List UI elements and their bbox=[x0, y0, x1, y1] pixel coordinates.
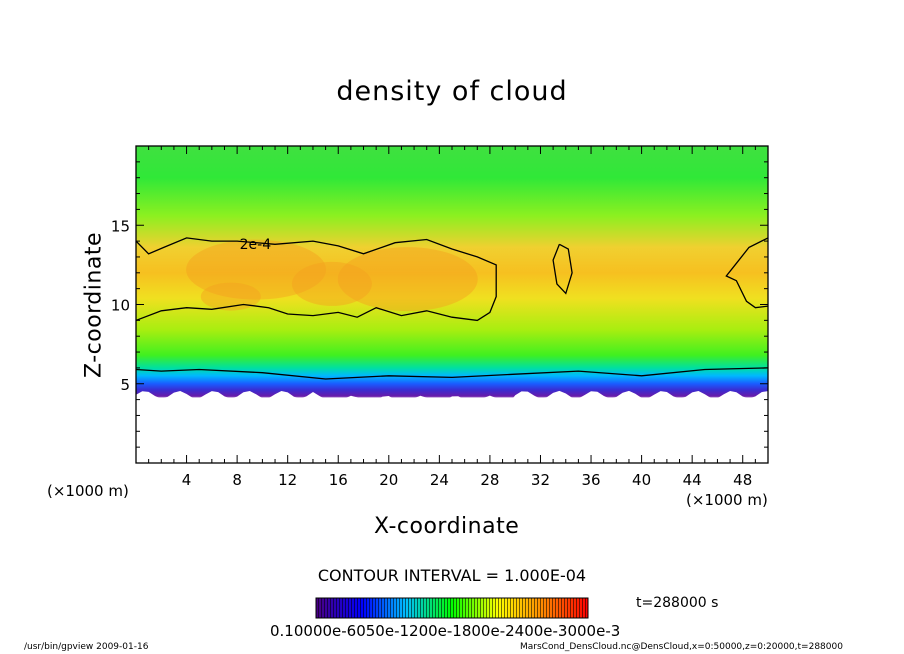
cloud-core-2 bbox=[337, 247, 478, 312]
footer-program: /usr/bin/gpview 2009-01-16 bbox=[24, 642, 149, 652]
contour-interval-text: CONTOUR INTERVAL = 1.000E-04 bbox=[317, 566, 587, 585]
y-tick-label: 5 bbox=[120, 376, 130, 394]
contour-line-right bbox=[725, 237, 768, 309]
x-unit-left: (×1000 m) bbox=[47, 482, 129, 500]
x-unit-right: (×1000 m) bbox=[686, 491, 768, 509]
x-tick-label: 12 bbox=[278, 471, 297, 489]
x-tick-label: 28 bbox=[480, 471, 499, 489]
cloud-core-3 bbox=[291, 261, 372, 306]
y-axis-label: Z-coordinate bbox=[81, 232, 107, 378]
cloud-core-1 bbox=[186, 239, 327, 300]
time-label: t=288000 s bbox=[636, 595, 719, 611]
footer-source: MarsCond_DensCloud.nc@DensCloud,x=0:5000… bbox=[520, 642, 843, 652]
x-tick-label: 36 bbox=[581, 471, 600, 489]
x-tick-label: 24 bbox=[430, 471, 449, 489]
contour-line-main bbox=[136, 237, 497, 322]
x-tick-label: 40 bbox=[632, 471, 651, 489]
x-tick-label: 8 bbox=[232, 471, 242, 489]
y-tick-label: 10 bbox=[111, 297, 130, 315]
heatmap-field: 2e-4 bbox=[136, 146, 768, 463]
x-tick-label: 4 bbox=[182, 471, 192, 489]
contour-line-small bbox=[552, 243, 573, 295]
x-tick-label: 44 bbox=[683, 471, 702, 489]
x-tick-label: 48 bbox=[733, 471, 752, 489]
contour-label: 2e-4 bbox=[240, 237, 272, 253]
colorbar-stripes bbox=[316, 598, 588, 618]
cloud-free-region bbox=[136, 390, 768, 463]
colorbar-labels: 0.10000e-6050e-1200e-1800e-2400e-3000e-3 bbox=[270, 622, 621, 640]
y-tick-label: 15 bbox=[111, 217, 130, 235]
contour-line-base bbox=[136, 367, 768, 380]
cloud-core-4 bbox=[200, 282, 261, 311]
chart-title: density of cloud bbox=[336, 76, 568, 107]
colorbar-frame bbox=[315, 597, 589, 619]
x-tick-label: 16 bbox=[329, 471, 348, 489]
x-axis-label: X-coordinate bbox=[374, 514, 520, 539]
x-tick-label: 20 bbox=[379, 471, 398, 489]
x-tick-label: 32 bbox=[531, 471, 550, 489]
